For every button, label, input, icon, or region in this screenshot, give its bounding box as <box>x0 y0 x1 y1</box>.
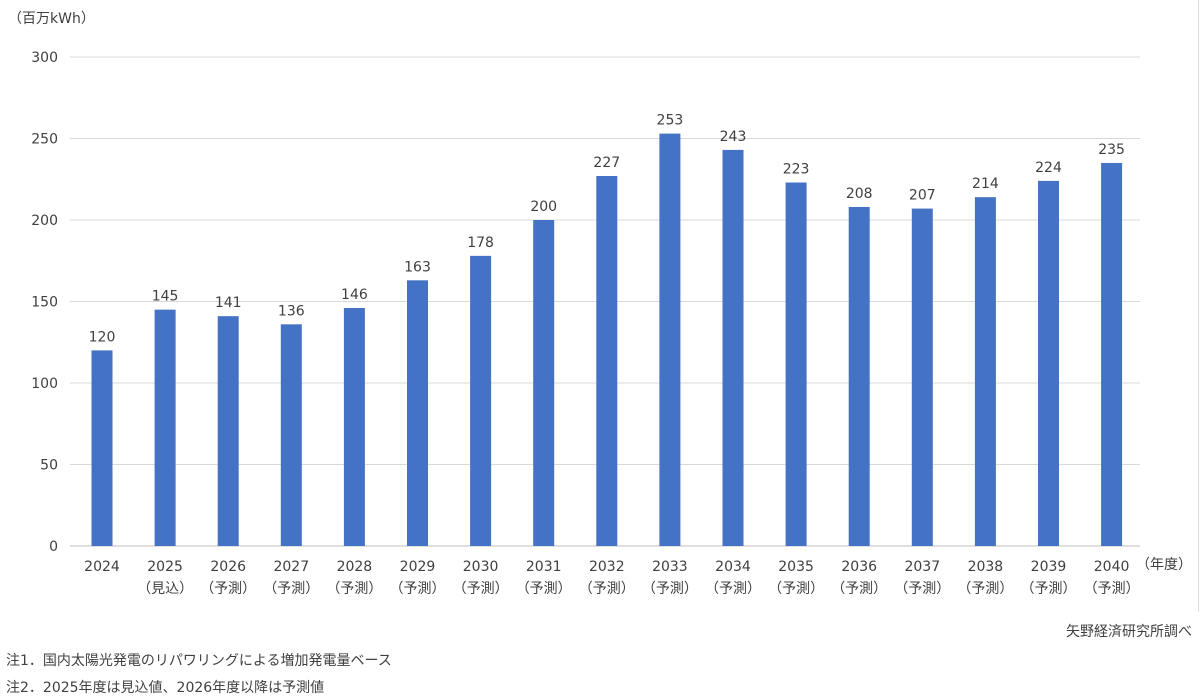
data-label: 178 <box>467 235 494 251</box>
x-tick-sublabel: （予測） <box>768 581 824 597</box>
x-tick-sublabel: （予測） <box>894 581 950 597</box>
bar <box>217 316 239 546</box>
data-label: 253 <box>657 113 684 129</box>
y-tick-label: 150 <box>31 295 58 311</box>
bar <box>91 350 113 546</box>
x-tick-label: 2040 <box>1094 559 1130 575</box>
data-label: 243 <box>720 129 747 145</box>
x-tick-sublabel: （予測） <box>579 581 635 597</box>
x-tick-label: 2032 <box>589 559 625 575</box>
x-tick-label: 2037 <box>904 559 940 575</box>
x-tick-sublabel: （予測） <box>200 581 256 597</box>
bar <box>407 280 428 546</box>
x-tick-label: 2030 <box>463 559 499 575</box>
x-tick-label: 2026 <box>210 559 246 575</box>
x-tick-sublabel: （予測） <box>453 581 509 597</box>
footnote-1: 注1．国内太陽光発電のリパワリングによる増加発電量ベース <box>6 653 392 669</box>
x-tick-sublabel: （予測） <box>831 581 887 597</box>
bar <box>974 197 996 546</box>
source-note: 矢野経済研究所調べ <box>1066 624 1192 640</box>
y-tick-label: 300 <box>31 50 58 66</box>
bar <box>596 175 618 547</box>
x-tick-sublabel: （予測） <box>1021 581 1077 597</box>
x-tick-label: 2024 <box>84 559 120 575</box>
x-tick-sublabel: （予測） <box>957 581 1013 597</box>
data-label: 224 <box>1035 160 1062 176</box>
data-label: 223 <box>783 162 810 178</box>
x-tick-sublabel: （予測） <box>390 581 446 597</box>
x-tick-sublabel: （予測） <box>642 581 698 597</box>
y-tick-label: 0 <box>49 539 58 555</box>
data-label: 235 <box>1098 142 1125 158</box>
x-tick-label: 2031 <box>526 559 562 575</box>
y-unit-label: （百万kWh） <box>8 11 95 27</box>
data-label: 208 <box>846 186 873 202</box>
x-tick-label: 2038 <box>968 559 1004 575</box>
bar-chart: 0 50 100 150 200 250 300 120 2024 145 2025 （見込） 141 2… <box>31 50 1192 597</box>
data-label: 136 <box>278 303 305 319</box>
bar <box>785 182 807 546</box>
y-tick-label: 100 <box>31 376 58 392</box>
x-tick-label: 2033 <box>652 559 688 575</box>
x-tick-sublabel: （予測） <box>263 581 319 597</box>
x-tick-label: 2036 <box>841 559 877 575</box>
data-label: 214 <box>972 176 999 192</box>
y-tick-label: 50 <box>40 458 58 474</box>
x-unit-label: （年度） <box>1136 557 1192 573</box>
x-tick-sublabel: （予測） <box>516 581 572 597</box>
data-label: 207 <box>909 188 936 204</box>
bar <box>848 206 870 546</box>
chart-frame: 0 50 100 150 200 250 300 120 2024 145 2025 （見込） 141 2… <box>8 0 1199 612</box>
footnote-2: 注2．2025年度は見込値、2026年度以降は予測値 <box>6 680 325 696</box>
bar <box>533 220 555 546</box>
y-tick-label: 200 <box>31 213 58 229</box>
bar <box>722 149 744 546</box>
x-tick-sublabel: （予測） <box>326 581 382 597</box>
x-tick-label: 2039 <box>1031 559 1067 575</box>
x-tick-label: 2035 <box>778 559 814 575</box>
x-tick-label: 2029 <box>400 559 436 575</box>
x-tick-label: 2027 <box>273 559 309 575</box>
data-label: 120 <box>89 329 116 345</box>
x-tick-label: 2025 <box>147 559 183 575</box>
bar <box>911 208 933 546</box>
bar <box>470 255 492 547</box>
x-tick-label: 2034 <box>715 559 751 575</box>
data-label: 163 <box>404 259 431 275</box>
data-label: 141 <box>215 295 242 311</box>
x-tick-sublabel: （予測） <box>705 581 761 597</box>
x-tick-sublabel: （見込） <box>137 581 193 597</box>
bar <box>154 309 176 546</box>
data-label: 200 <box>530 199 557 215</box>
data-label: 146 <box>341 287 368 303</box>
bar <box>659 133 681 547</box>
x-tick-label: 2028 <box>337 559 373 575</box>
x-tick-sublabel: （予測） <box>1084 581 1140 597</box>
data-label: 227 <box>593 155 620 171</box>
bar <box>1038 180 1059 546</box>
bar <box>343 308 365 546</box>
bar <box>1101 162 1123 546</box>
bar <box>280 324 302 546</box>
y-tick-label: 250 <box>31 132 58 148</box>
data-label: 145 <box>152 289 179 305</box>
